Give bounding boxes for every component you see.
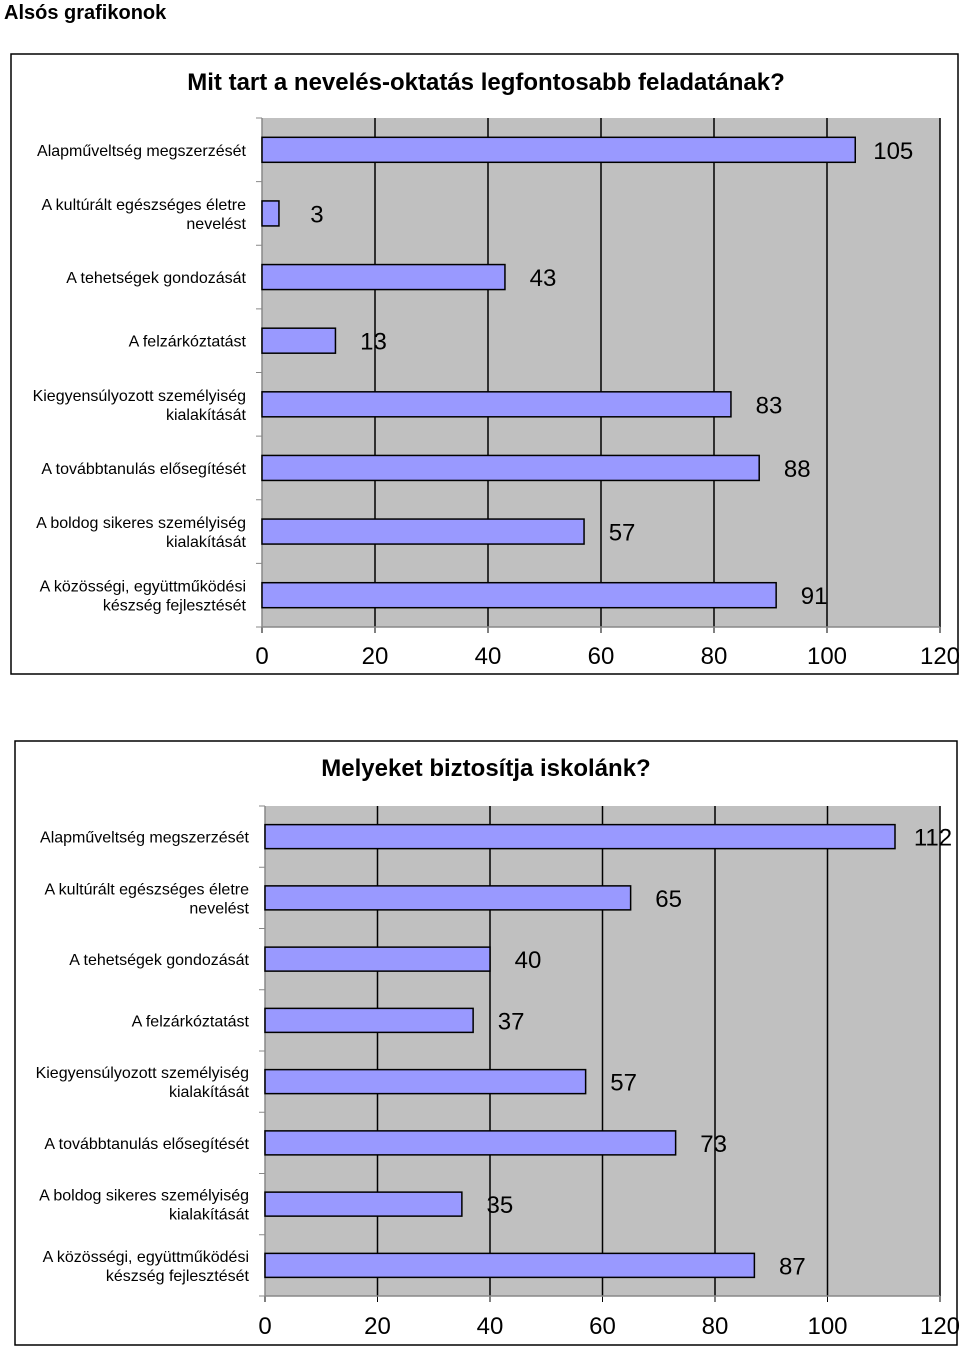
bar (261, 136, 856, 164)
category-label: A közösségi, együttműködési (43, 1249, 249, 1266)
category-label: nevelést (189, 900, 249, 917)
category-label: készség fejlesztését (103, 598, 247, 615)
bar (264, 1252, 756, 1279)
category-label: Kiegyensúlyozott személyiség (33, 388, 246, 405)
bar (264, 946, 491, 972)
data-label: 73 (700, 1131, 727, 1158)
category-label: készség fejlesztését (106, 1268, 250, 1285)
chart-iskolank: Melyeket biztosítja iskolánk? 0 20 40 60 80 10… (14, 740, 960, 1346)
bar (261, 200, 280, 227)
bar (264, 1068, 587, 1095)
data-label: 105 (873, 138, 913, 165)
data-label: 37 (498, 1008, 525, 1035)
category-label: Kiegyensúlyozott személyiség (36, 1065, 249, 1082)
bar (261, 518, 585, 545)
data-label: 57 (610, 1070, 637, 1097)
x-tick-label: 40 (477, 1313, 504, 1340)
x-tick-label: 40 (475, 643, 502, 670)
bar (264, 1130, 677, 1156)
category-label: A továbbtanulás elősegítését (44, 1136, 249, 1153)
category-label: A tehetségek gondozását (66, 270, 246, 287)
data-label: 65 (655, 886, 682, 913)
x-tick-label: 60 (588, 643, 615, 670)
chart-nevelés-oktatás: Mit tart a nevelés-oktatás legfontosabb … (10, 53, 960, 675)
x-tick-label: 80 (701, 643, 728, 670)
category-label: A boldog sikeres személyiség (39, 1188, 249, 1205)
category-label: A kultúrált egészséges életre (41, 197, 246, 214)
data-label: 57 (609, 520, 636, 547)
data-label: 112 (914, 825, 952, 852)
x-tick-label: 20 (362, 643, 389, 670)
x-tick-label: 0 (255, 643, 268, 670)
data-label: 3 (310, 201, 323, 228)
bar (264, 885, 632, 911)
bar (264, 1007, 474, 1034)
category-label: kialakítását (166, 534, 247, 551)
bar (261, 581, 777, 609)
bar (261, 454, 760, 482)
category-label: A továbbtanulás elősegítését (41, 461, 246, 478)
bar (261, 327, 337, 354)
x-tick-label: 100 (807, 643, 847, 670)
data-label: 83 (756, 392, 783, 419)
category-label: kialakítását (166, 407, 247, 424)
x-tick-label: 0 (258, 1313, 271, 1340)
x-tick-label: 120 (920, 1313, 960, 1340)
category-label: kialakítását (169, 1207, 250, 1224)
chart-title: Mit tart a nevelés-oktatás legfontosabb … (187, 69, 784, 96)
category-label: kialakítását (169, 1084, 250, 1101)
chart-title: Melyeket biztosítja iskolánk? (321, 755, 650, 782)
data-label: 40 (515, 947, 542, 974)
category-label: A közösségi, együttműködési (40, 579, 246, 596)
data-label: 13 (360, 329, 387, 356)
data-label: 35 (487, 1192, 514, 1219)
category-label: Alapműveltség megszerzését (40, 830, 250, 847)
category-label: A kultúrált egészséges életre (44, 881, 249, 898)
data-label: 91 (801, 583, 828, 610)
category-label: Alapműveltség megszerzését (37, 143, 247, 160)
category-label: A felzárkóztatást (129, 334, 247, 351)
bar (264, 1191, 463, 1217)
x-tick-label: 120 (920, 643, 960, 670)
category-label: A felzárkóztatást (132, 1013, 250, 1030)
category-label: A tehetségek gondozását (69, 952, 249, 969)
x-tick-label: 100 (807, 1313, 847, 1340)
bar (264, 823, 896, 850)
data-label: 43 (530, 265, 557, 292)
category-label: nevelést (186, 216, 246, 233)
x-tick-label: 80 (702, 1313, 729, 1340)
data-label: 87 (779, 1253, 806, 1280)
bar (261, 391, 732, 418)
x-tick-label: 20 (364, 1313, 391, 1340)
page-heading: Alsós grafikonok (4, 2, 167, 24)
category-label: A boldog sikeres személyiség (36, 515, 246, 532)
bar (261, 263, 506, 291)
x-tick-label: 60 (589, 1313, 616, 1340)
data-label: 88 (784, 456, 811, 483)
